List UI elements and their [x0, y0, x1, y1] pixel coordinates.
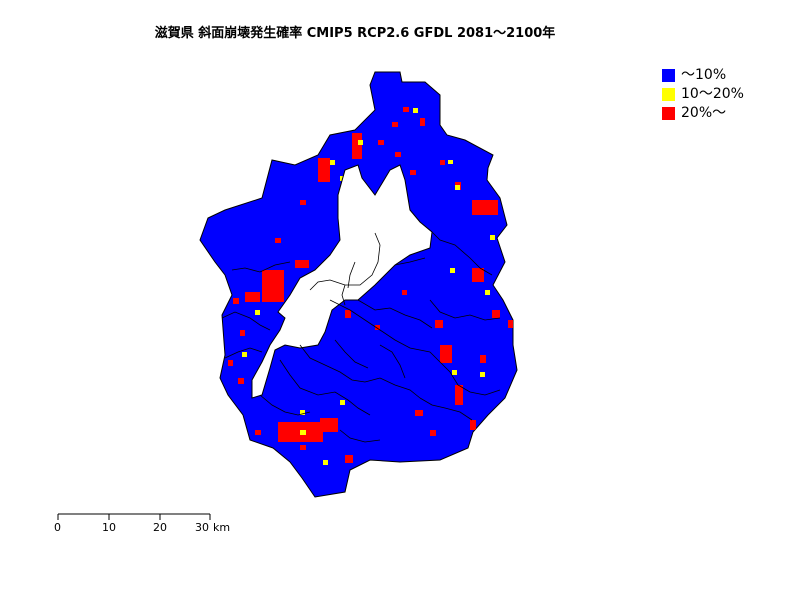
legend-label-mid: 10～20%	[681, 86, 744, 102]
risk-cell-high	[345, 310, 351, 318]
risk-cell-high	[402, 290, 407, 295]
scale-tick-label: 20	[153, 521, 167, 534]
risk-cell-high	[403, 107, 409, 112]
risk-cell-high	[472, 200, 498, 215]
risk-cell-high	[455, 385, 463, 405]
risk-cell-mid	[300, 410, 305, 415]
risk-cell-mid	[358, 140, 363, 145]
map-title: 滋賀県 斜面崩壊発生確率 CMIP5 RCP2.6 GFDL 2081～2100…	[154, 26, 556, 41]
boundary-line	[347, 261, 356, 289]
boundary-line	[394, 257, 426, 266]
boundary-line	[379, 344, 406, 379]
boundary-line	[309, 279, 346, 291]
risk-cell-high	[508, 320, 516, 328]
risk-cell-mid	[323, 460, 328, 465]
legend-swatch-low	[662, 69, 675, 82]
risk-cell-high	[480, 355, 486, 363]
risk-cell-high	[435, 320, 443, 328]
boundary-line	[221, 311, 271, 331]
boundary-line	[339, 429, 381, 443]
risk-cell-mid	[450, 268, 455, 273]
risk-cell-mid	[455, 185, 460, 190]
risk-cell-high	[472, 268, 484, 282]
boundary-line	[429, 299, 501, 321]
risk-cell-high	[430, 430, 436, 436]
boundary-line	[357, 299, 433, 329]
boundary-line	[224, 347, 263, 359]
legend-item-high: 20%～	[662, 104, 744, 123]
risk-cell-high	[420, 118, 425, 126]
legend-label-high: 20%～	[681, 105, 727, 121]
boundary-line	[334, 339, 369, 369]
risk-cell-mid	[485, 290, 490, 295]
risk-cell-mid	[340, 400, 345, 405]
risk-cell-high	[240, 330, 245, 336]
boundary-line	[429, 351, 501, 396]
lake-biwa	[251, 164, 433, 399]
legend-swatch-high	[662, 107, 675, 120]
legend-item-mid: 10～20%	[662, 85, 744, 104]
boundary-line	[419, 397, 473, 421]
risk-cell-high	[345, 455, 353, 463]
risk-cell-high	[238, 378, 244, 384]
risk-cells	[228, 107, 516, 465]
scale-tick-label: 0	[54, 521, 61, 534]
legend-label-low: ～10%	[681, 67, 727, 83]
risk-cell-mid	[413, 108, 418, 113]
risk-cell-high	[228, 360, 233, 366]
risk-cell-high	[440, 345, 452, 363]
risk-cell-high	[375, 325, 380, 330]
risk-cell-mid	[448, 160, 453, 164]
boundary-line	[341, 284, 346, 306]
boundary-line	[345, 232, 381, 286]
risk-cell-high	[392, 122, 398, 127]
risk-cell-high	[295, 260, 309, 268]
legend: ～10% 10～20% 20%～	[662, 66, 744, 123]
scale-tick-label: 30	[195, 521, 209, 534]
risk-cell-high	[262, 270, 284, 302]
risk-cell-high	[470, 420, 476, 430]
risk-cell-high	[378, 140, 384, 145]
risk-cell-mid	[330, 160, 335, 165]
risk-cell-high	[275, 238, 281, 243]
risk-cell-high	[395, 152, 401, 157]
risk-cell-high	[352, 133, 362, 159]
risk-cell-high	[320, 418, 338, 432]
municipal-boundaries	[221, 231, 501, 443]
boundary-line	[231, 261, 291, 273]
legend-swatch-mid	[662, 88, 675, 101]
scale-unit-label: km	[213, 521, 231, 534]
risk-cell-high	[415, 410, 423, 416]
boundary-line	[329, 299, 431, 353]
risk-cell-high	[410, 170, 416, 175]
risk-cell-high	[492, 310, 500, 318]
risk-cell-mid	[242, 352, 247, 357]
risk-cell-high	[245, 292, 260, 302]
boundary-line	[431, 231, 493, 276]
risk-cell-mid	[300, 430, 306, 435]
risk-cell-high	[300, 445, 306, 450]
risk-cell-high	[300, 200, 306, 205]
boundary-line	[259, 394, 311, 416]
risk-cell-high	[255, 430, 261, 435]
risk-cell-mid	[452, 370, 457, 375]
risk-cell-mid	[255, 310, 260, 315]
boundary-line	[279, 359, 371, 416]
risk-cell-high	[318, 158, 330, 182]
legend-item-low: ～10%	[662, 66, 744, 85]
risk-cell-high	[233, 298, 239, 304]
boundary-line	[299, 344, 421, 399]
risk-cell-high	[440, 160, 445, 165]
scale-tick-label: 10	[102, 521, 116, 534]
risk-cell-mid	[480, 372, 485, 377]
risk-cell-mid	[490, 235, 495, 240]
